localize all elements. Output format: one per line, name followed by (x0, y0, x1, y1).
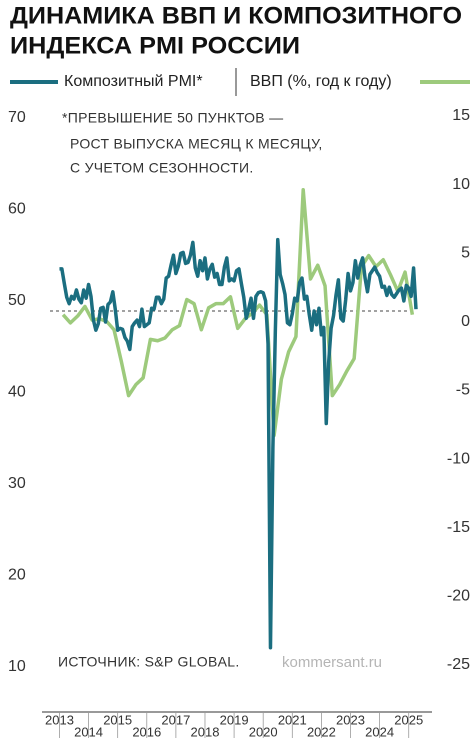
y-tick-label: 50 (8, 292, 26, 309)
y-tick-label: 60 (8, 201, 26, 218)
y2-tick-label: -5 (456, 382, 470, 399)
x-tick-label: 2019 (220, 712, 249, 727)
y2-tick-label: -25 (447, 656, 470, 673)
x-tick-label: 2023 (336, 712, 365, 727)
x-tick-label: 2015 (103, 712, 132, 727)
annotation: *ПРЕВЫШЕНИЕ 50 ПУНКТОВ — (62, 110, 283, 126)
annotation: С УЧЕТОМ СЕЗОННОСТИ. (70, 160, 254, 176)
chart-title: ДИНАМИКА ВВП И КОМПОЗИТНОГО (10, 2, 462, 29)
x-tick-label: 2025 (394, 712, 423, 727)
x-tick-label: 2021 (278, 712, 307, 727)
y-tick-label: 30 (8, 475, 26, 492)
x-tick-label: 2014 (74, 724, 103, 738)
y2-tick-label: 15 (452, 107, 470, 124)
x-tick-label: 2018 (191, 724, 220, 738)
y2-tick-label: 5 (461, 244, 470, 261)
x-tick-label: 2020 (249, 724, 278, 738)
x-tick-label: 2024 (365, 724, 394, 738)
y2-tick-label: 0 (461, 313, 470, 330)
data-line (61, 188, 415, 438)
x-tick-label: 2017 (161, 712, 190, 727)
x-tick-label: 2022 (307, 724, 336, 738)
annotation: РОСТ ВЫПУСКА МЕСЯЦ К МЕСЯЦУ, (70, 136, 323, 152)
legend-label: Композитный PMI* (64, 73, 203, 90)
y-tick-label: 20 (8, 567, 26, 584)
y-tick-label: 10 (8, 658, 26, 675)
y2-tick-label: -15 (447, 519, 470, 536)
y-tick-label: 70 (8, 109, 26, 126)
source: ИСТОЧНИК: S&P GLOBAL. (58, 654, 240, 670)
x-tick-label: 2013 (45, 712, 74, 727)
credit: kommersant.ru (282, 654, 382, 671)
y2-tick-label: -20 (447, 588, 470, 605)
y2-tick-label: -10 (447, 450, 470, 467)
x-tick-label: 2016 (132, 724, 161, 738)
legend-label: ВВП (%, год к году) (250, 73, 392, 90)
chart-title: ИНДЕКСА PMI РОССИИ (10, 32, 300, 59)
y-tick-label: 40 (8, 384, 26, 401)
data-line (59, 237, 418, 650)
y2-tick-label: 10 (452, 176, 470, 193)
